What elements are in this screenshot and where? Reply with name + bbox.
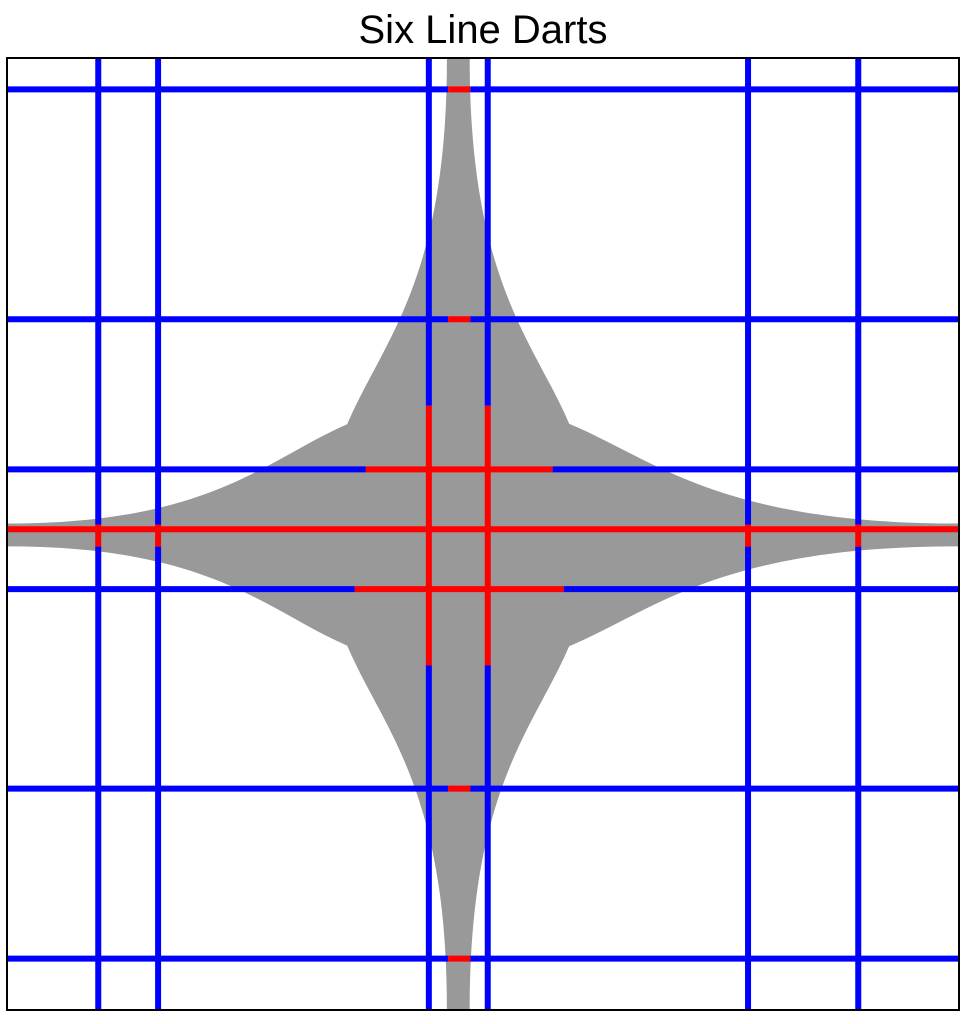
diagram-canvas xyxy=(8,59,958,1009)
chart-frame xyxy=(6,57,960,1011)
chart-title: Six Line Darts xyxy=(359,8,608,53)
